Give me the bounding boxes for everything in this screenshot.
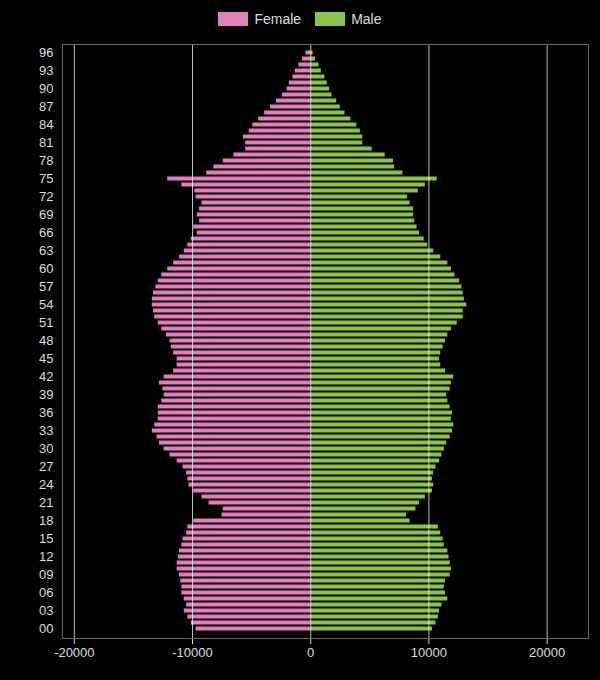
svg-text:06: 06 [39,585,53,600]
svg-text:18: 18 [39,513,53,528]
html-text:Male: Male [351,11,382,27]
svg-text:57: 57 [39,279,53,294]
svg-text:63: 63 [39,243,53,258]
svg-text:-20000: -20000 [54,645,94,660]
svg-text:39: 39 [39,387,53,402]
svg-text:42: 42 [39,369,53,384]
svg-text:81: 81 [39,135,53,150]
svg-text:20000: 20000 [529,645,565,660]
svg-text:66: 66 [39,225,53,240]
svg-text:00: 00 [39,621,53,636]
svg-text:93: 93 [39,63,53,78]
svg-text:30: 30 [39,441,53,456]
svg-text:33: 33 [39,423,53,438]
svg-text:51: 51 [39,315,53,330]
svg-text:48: 48 [39,333,53,348]
svg-text:36: 36 [39,405,53,420]
svg-text:45: 45 [39,351,53,366]
svg-text:09: 09 [39,567,53,582]
svg-text:15: 15 [39,531,53,546]
svg-text:96: 96 [39,45,53,60]
svg-text:27: 27 [39,459,53,474]
svg-text:10000: 10000 [411,645,447,660]
svg-text:78: 78 [39,153,53,168]
svg-text:21: 21 [39,495,53,510]
svg-text:12: 12 [39,549,53,564]
html-text:Female: Female [254,11,302,27]
svg-text:60: 60 [39,261,53,276]
svg-text:84: 84 [39,117,53,132]
svg-text:24: 24 [39,477,53,492]
svg-text:-10000: -10000 [172,645,212,660]
svg-text:0: 0 [307,645,314,660]
svg-text:75: 75 [39,171,53,186]
svg-text:90: 90 [39,81,53,96]
svg-text:03: 03 [39,603,53,618]
svg-text:54: 54 [39,297,53,312]
svg-text:72: 72 [39,189,53,204]
svg-text:69: 69 [39,207,53,222]
svg-text:87: 87 [39,99,53,114]
